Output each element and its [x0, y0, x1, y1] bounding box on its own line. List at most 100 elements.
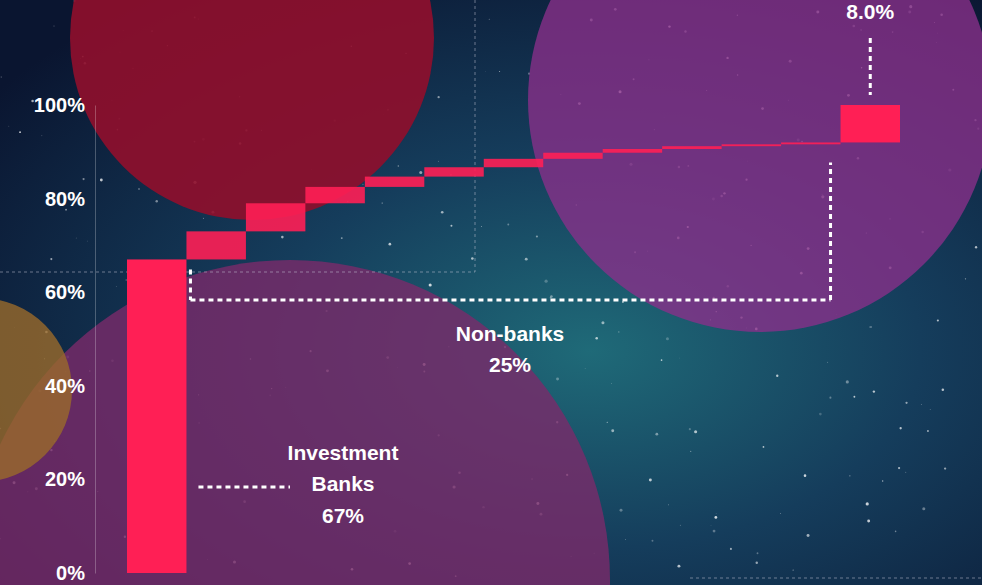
star — [853, 396, 855, 398]
tick-label: 40% — [45, 375, 85, 397]
star — [882, 480, 883, 481]
star — [713, 530, 716, 533]
star — [895, 531, 897, 533]
star — [730, 548, 732, 550]
star — [156, 200, 158, 202]
star — [870, 326, 872, 328]
chart: 0%20%40%60%80%100%InvestmentBanks67%Non-… — [0, 0, 982, 585]
bar — [186, 231, 245, 259]
star — [607, 422, 608, 423]
star — [499, 71, 500, 72]
star — [611, 429, 614, 432]
star — [944, 467, 946, 469]
tick: 40% — [45, 375, 95, 397]
star — [481, 226, 482, 227]
star — [942, 388, 945, 391]
leader-line — [189, 269, 192, 300]
bar — [365, 177, 424, 187]
star — [0, 76, 2, 78]
labels: InvestmentBanks67%Non-banks25%8.0% — [190, 0, 894, 527]
star — [873, 390, 875, 392]
star — [556, 378, 559, 381]
star — [536, 235, 538, 237]
decor-line — [0, 272, 475, 273]
star — [82, 178, 84, 180]
bar — [841, 105, 900, 142]
star — [341, 237, 343, 239]
annotation: Non-banks — [456, 322, 565, 345]
star — [694, 430, 697, 433]
star — [866, 502, 869, 505]
star — [715, 513, 717, 515]
star — [807, 534, 810, 537]
decor-line — [475, 0, 476, 272]
star — [710, 525, 712, 527]
star — [381, 202, 383, 204]
star — [927, 430, 929, 432]
tick-label: 0% — [56, 562, 85, 584]
star — [898, 467, 900, 469]
bar — [603, 149, 662, 153]
star — [679, 357, 681, 359]
star — [471, 257, 474, 260]
star — [545, 280, 548, 283]
star — [922, 507, 925, 510]
star — [804, 474, 807, 477]
star — [41, 135, 42, 136]
star — [8, 125, 10, 127]
star — [975, 246, 977, 248]
star — [677, 565, 680, 568]
bar — [484, 159, 543, 167]
star — [138, 188, 140, 190]
leader-line — [190, 299, 830, 302]
annotation: InvestmentBanks — [288, 441, 399, 495]
star — [757, 552, 759, 554]
star — [618, 331, 620, 333]
star — [666, 337, 669, 340]
star — [441, 211, 444, 214]
star — [362, 184, 364, 186]
star — [601, 321, 604, 324]
star — [100, 179, 103, 182]
leader-line — [869, 38, 872, 95]
bar — [662, 146, 721, 149]
bar — [246, 203, 305, 231]
star — [389, 243, 392, 246]
star — [899, 427, 901, 429]
star — [690, 451, 691, 452]
leader-line — [198, 486, 290, 489]
star — [905, 402, 907, 404]
star — [689, 428, 691, 430]
star — [584, 368, 586, 370]
star — [779, 512, 781, 514]
star — [756, 562, 758, 564]
star — [905, 471, 907, 473]
star — [488, 18, 490, 20]
bars — [127, 105, 900, 573]
star — [525, 258, 528, 261]
star — [625, 539, 627, 541]
star — [655, 433, 658, 436]
bar — [424, 167, 483, 176]
star — [611, 383, 613, 385]
star — [202, 217, 204, 219]
tick: 0% — [56, 562, 95, 584]
tick: 100% — [34, 94, 95, 116]
star — [827, 361, 829, 363]
star — [281, 236, 284, 239]
planet — [528, 0, 982, 332]
star — [507, 224, 509, 226]
star — [849, 475, 850, 476]
bar — [543, 153, 602, 159]
star — [680, 525, 681, 526]
star — [429, 283, 432, 286]
annotation: 25% — [489, 353, 531, 376]
star — [75, 237, 77, 239]
star — [419, 171, 422, 174]
leader-line — [829, 162, 832, 300]
star — [437, 160, 439, 162]
star — [437, 96, 439, 98]
tick: 60% — [45, 281, 95, 303]
tick-label: 80% — [45, 188, 85, 210]
star — [714, 516, 717, 519]
